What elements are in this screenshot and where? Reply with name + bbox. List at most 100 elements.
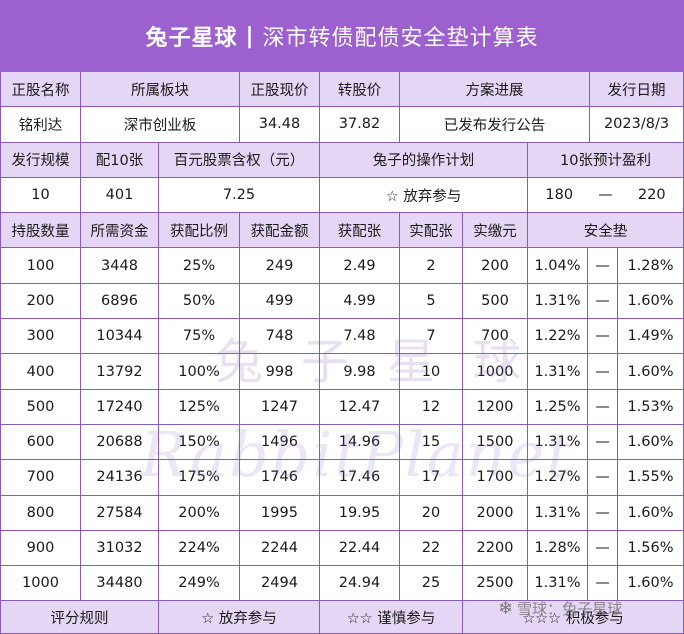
cell-capital: 34480 xyxy=(81,566,159,602)
footer-rule-2: ☆☆ 谨慎参与 xyxy=(320,601,463,634)
conversion-price: 37.82 xyxy=(320,107,400,143)
cell-paid: 2200 xyxy=(463,530,528,567)
profit-high: 220 xyxy=(637,187,666,204)
cell-amount: 1746 xyxy=(240,460,320,496)
cell-lots: 24.94 xyxy=(320,566,400,602)
cell-ratio: 150% xyxy=(159,424,240,461)
cell-lots: 14.96 xyxy=(320,424,400,461)
cell-lots: 19.95 xyxy=(320,495,400,531)
cell-lots: 2.49 xyxy=(320,248,400,284)
cell-actual-lots: 15 xyxy=(400,424,463,461)
issue-date: 2023/8/3 xyxy=(590,107,684,143)
cell-safety-dash: — xyxy=(588,495,618,531)
cell-paid: 1700 xyxy=(463,460,528,496)
cell-capital: 24136 xyxy=(81,460,159,496)
cell-lots: 9.98 xyxy=(320,354,400,390)
cell-actual-lots: 17 xyxy=(400,460,463,496)
cell-amount: 499 xyxy=(240,283,320,320)
cell-ratio: 200% xyxy=(159,495,240,531)
info-value-row: 铭利达 深市创业板 34.48 37.82 已发布发行公告 2023/8/3 xyxy=(0,107,684,143)
cell-safety-low: 1.22% xyxy=(528,319,588,355)
cell-safety-high: 1.49% xyxy=(618,319,684,355)
cell-capital: 17240 xyxy=(81,389,159,425)
header-profit: 10张预计盈利 xyxy=(528,142,684,178)
cell-safety-high: 1.53% xyxy=(618,389,684,425)
cell-amount: 1995 xyxy=(240,495,320,531)
table-header-row: 持股数量 所需资金 获配比例 获配金额 获配张 实配张 实缴元 安全垫 xyxy=(0,213,684,249)
issue-header-row: 发行规模 配10张 百元股票含权（元） 兔子的操作计划 10张预计盈利 xyxy=(0,142,684,178)
cell-shares: 1000 xyxy=(0,566,81,602)
cell-safety-high: 1.60% xyxy=(618,424,684,461)
cell-amount: 249 xyxy=(240,248,320,284)
cell-shares: 800 xyxy=(0,495,81,531)
cell-actual-lots: 5 xyxy=(400,283,463,320)
cell-safety-low: 1.31% xyxy=(528,283,588,320)
plan-value: ☆ 放弃参与 xyxy=(320,177,528,214)
cell-safety-low: 1.31% xyxy=(528,424,588,461)
issue-value-row: 10 401 7.25 ☆ 放弃参与 180 — 220 xyxy=(0,177,684,214)
stock-name: 铭利达 xyxy=(0,107,81,143)
issue-scale: 10 xyxy=(0,177,81,214)
cell-actual-lots: 22 xyxy=(400,530,463,567)
header-progress: 方案进展 xyxy=(400,72,590,108)
header-issue-scale: 发行规模 xyxy=(0,142,81,178)
header-stock-name: 正股名称 xyxy=(0,72,81,108)
cell-ratio: 75% xyxy=(159,319,240,355)
cell-safety-dash: — xyxy=(588,566,618,602)
cell-ratio: 125% xyxy=(159,389,240,425)
cell-safety-dash: — xyxy=(588,319,618,355)
table-row: 200 6896 50% 499 4.99 5 500 1.31% —1.60% xyxy=(0,283,684,320)
cell-safety-high: 1.60% xyxy=(618,566,684,602)
calc-table: 正股名称 所属板块 正股现价 转股价 方案进展 发行日期 铭利达 深市创业板 3… xyxy=(0,72,684,634)
cell-safety-dash: — xyxy=(588,530,618,567)
footer-row: 评分规则 ☆ 放弃参与 ☆☆ 谨慎参与 ☆☆☆ 积极参与 xyxy=(0,601,684,634)
cell-paid: 1000 xyxy=(463,354,528,390)
board: 深市创业板 xyxy=(81,107,240,143)
title-bar: 兔子星球 | 深市转债配债安全垫计算表 xyxy=(0,0,684,72)
cell-shares: 100 xyxy=(0,248,81,284)
profit-low: 180 xyxy=(545,187,574,204)
footer-rule-label: 评分规则 xyxy=(0,601,159,634)
cell-ratio: 224% xyxy=(159,530,240,567)
table-body: 100 3448 25% 249 2.49 2 200 1.04% —1.28% 200 6896 5… xyxy=(0,248,684,602)
cell-amount: 998 xyxy=(240,354,320,390)
header-per10: 配10张 xyxy=(81,142,159,178)
brand-title: 兔子星球 xyxy=(145,26,238,51)
cell-safety-dash: — xyxy=(588,424,618,461)
cell-actual-lots: 10 xyxy=(400,354,463,390)
cell-amount: 1247 xyxy=(240,389,320,425)
table-row: 900 31032 224% 2244 22.44 22 2200 1.28% —1.56% xyxy=(0,530,684,567)
header-plan: 兔子的操作计划 xyxy=(320,142,528,178)
cell-safety-high: 1.56% xyxy=(618,530,684,567)
cell-safety-low: 1.31% xyxy=(528,495,588,531)
cell-lots: 4.99 xyxy=(320,283,400,320)
cell-safety-high: 1.55% xyxy=(618,460,684,496)
cell-safety-dash: — xyxy=(588,460,618,496)
header-issue-date: 发行日期 xyxy=(590,72,684,108)
cell-shares: 400 xyxy=(0,354,81,390)
cell-safety-low: 1.31% xyxy=(528,354,588,390)
cell-actual-lots: 7 xyxy=(400,319,463,355)
cell-shares: 700 xyxy=(0,460,81,496)
cell-paid: 700 xyxy=(463,319,528,355)
stock-price: 34.48 xyxy=(240,107,320,143)
header-paid: 实缴元 xyxy=(463,213,528,249)
profit-range: 180 — 220 xyxy=(528,177,684,214)
cell-lots: 7.48 xyxy=(320,319,400,355)
cell-safety-low: 1.28% xyxy=(528,530,588,567)
cell-amount: 1496 xyxy=(240,424,320,461)
cell-amount: 2244 xyxy=(240,530,320,567)
profit-dash: — xyxy=(598,187,613,204)
cell-paid: 1500 xyxy=(463,424,528,461)
header-lots: 获配张 xyxy=(320,213,400,249)
cell-capital: 13792 xyxy=(81,354,159,390)
header-shares: 持股数量 xyxy=(0,213,81,249)
cell-actual-lots: 20 xyxy=(400,495,463,531)
progress-status: 已发布发行公告 xyxy=(400,107,590,143)
header-amount: 获配金额 xyxy=(240,213,320,249)
cell-capital: 31032 xyxy=(81,530,159,567)
header-safety: 安全垫 xyxy=(528,213,684,249)
cell-actual-lots: 25 xyxy=(400,566,463,602)
cell-ratio: 50% xyxy=(159,283,240,320)
header-conv-price: 转股价 xyxy=(320,72,400,108)
